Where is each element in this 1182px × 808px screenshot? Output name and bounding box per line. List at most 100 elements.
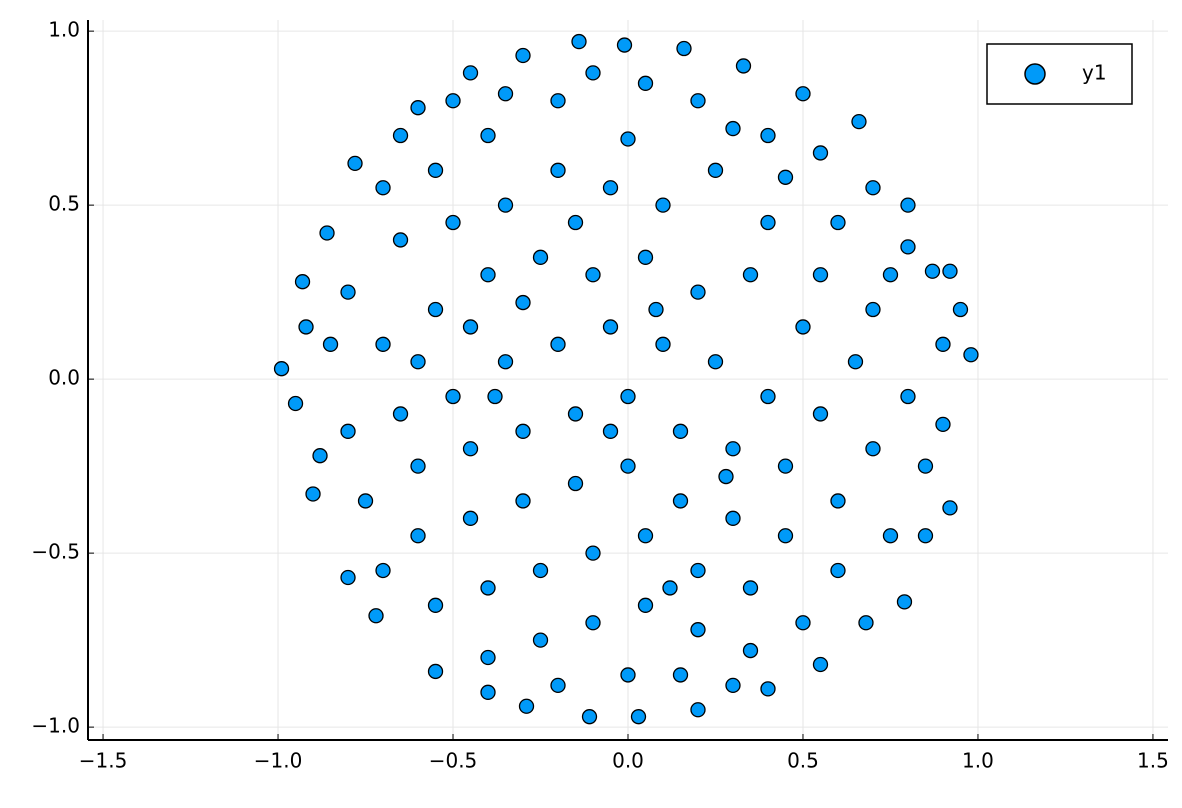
point [347, 155, 363, 172]
point [515, 423, 531, 439]
point [392, 406, 409, 422]
point [707, 162, 724, 178]
point [795, 615, 811, 631]
point [676, 40, 692, 57]
point [725, 510, 741, 526]
point [480, 267, 496, 283]
point [585, 615, 601, 631]
point [742, 267, 759, 283]
point [550, 336, 566, 352]
point [410, 528, 426, 544]
point [620, 131, 636, 147]
point [900, 239, 916, 255]
point [497, 86, 514, 102]
point [637, 528, 654, 544]
point [427, 301, 444, 318]
point [585, 545, 601, 561]
point [896, 594, 913, 610]
point [830, 562, 846, 579]
point [637, 249, 654, 265]
point [273, 361, 290, 377]
x-tick-label: −1.5 [79, 749, 128, 773]
point [445, 214, 461, 231]
point [410, 100, 426, 116]
point [735, 58, 752, 74]
point [812, 406, 829, 422]
point [567, 406, 584, 422]
point [532, 632, 549, 648]
point [900, 388, 916, 405]
x-tick-label: 1.0 [962, 749, 994, 773]
point [963, 347, 979, 363]
point [319, 225, 335, 241]
point [900, 197, 916, 213]
point [917, 458, 934, 474]
point [427, 663, 444, 680]
point [812, 145, 829, 161]
point [655, 197, 671, 213]
point [637, 75, 654, 91]
point [375, 562, 391, 579]
point [760, 681, 776, 697]
point [410, 458, 426, 474]
point [690, 622, 706, 638]
point [830, 493, 846, 509]
point [942, 500, 958, 516]
point [287, 395, 304, 412]
point [858, 615, 874, 631]
point [672, 493, 689, 509]
point [795, 86, 811, 102]
point [616, 37, 633, 53]
point [480, 580, 496, 596]
point [865, 441, 881, 457]
point [532, 249, 549, 265]
point [368, 608, 384, 624]
x-tick-label: −1.0 [254, 749, 303, 773]
point [602, 180, 619, 196]
point [515, 47, 531, 64]
point [462, 510, 479, 526]
point [672, 423, 689, 439]
point [865, 301, 881, 318]
point [602, 319, 619, 335]
point [567, 214, 584, 231]
point [581, 709, 598, 725]
point [532, 562, 549, 579]
point [795, 319, 811, 335]
y-tick-label: −1.0 [31, 714, 80, 738]
point [725, 441, 741, 457]
point [935, 336, 951, 352]
x-tick-label: 0.0 [612, 749, 644, 773]
point [777, 458, 794, 474]
point [322, 336, 339, 352]
y-tick-label: 1.0 [48, 18, 80, 42]
point [637, 597, 654, 613]
point [497, 354, 514, 370]
point [602, 423, 619, 439]
point [480, 684, 496, 700]
point [427, 162, 444, 178]
x-tick-label: 0.5 [787, 749, 819, 773]
point [924, 263, 941, 279]
point [690, 702, 706, 718]
point [515, 493, 531, 509]
point [357, 493, 374, 509]
point [851, 113, 867, 130]
point [515, 294, 531, 311]
point [550, 93, 566, 109]
point [830, 214, 846, 231]
point [812, 656, 829, 673]
y-tick-label: 0.5 [48, 192, 80, 216]
point [935, 416, 951, 433]
point [294, 274, 311, 290]
point [462, 319, 479, 335]
point [480, 649, 496, 666]
point [718, 468, 734, 485]
point [690, 93, 706, 109]
point [497, 197, 514, 213]
point [655, 336, 671, 352]
y-tick-label: −0.5 [31, 540, 80, 564]
y-tick-label: 0.0 [48, 366, 80, 390]
legend-label: y1 [1082, 61, 1107, 85]
